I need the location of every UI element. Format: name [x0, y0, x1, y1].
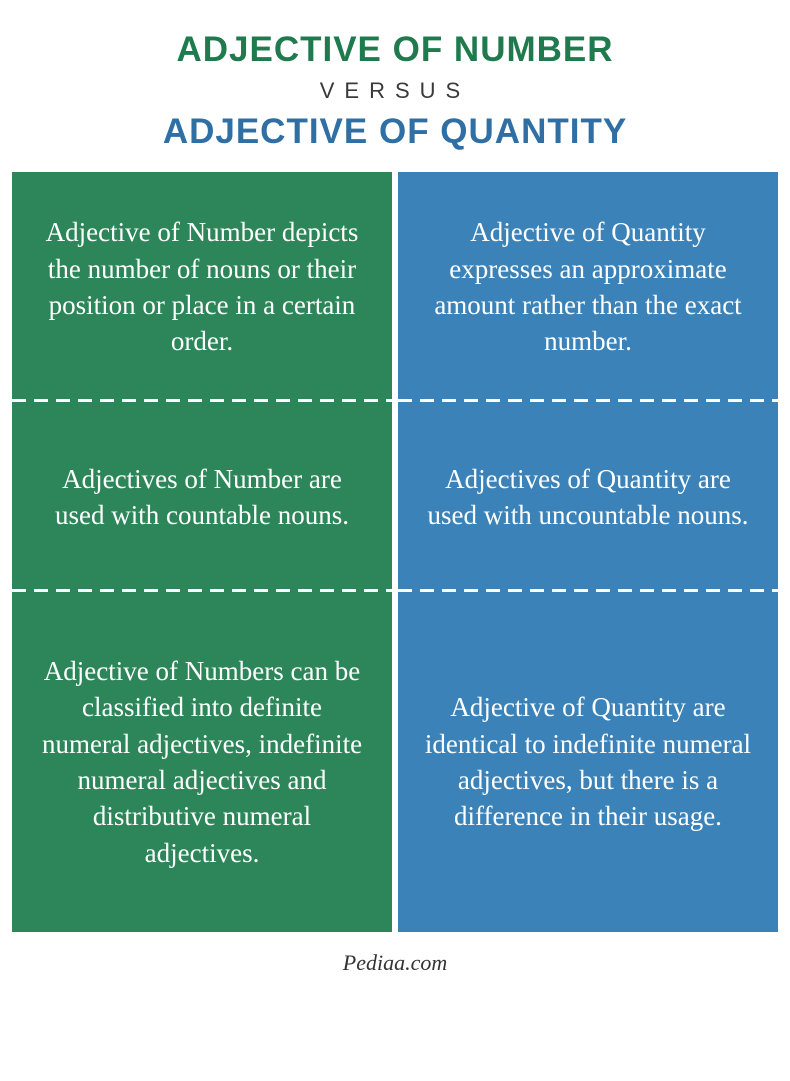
header: ADJECTIVE OF NUMBER VERSUS ADJECTIVE OF …	[0, 0, 790, 172]
title-quantity: ADJECTIVE OF QUANTITY	[20, 112, 770, 152]
cell-right-3: Adjective of Quantity are identical to i…	[398, 592, 778, 932]
footer-credit: Pediaa.com	[0, 932, 790, 976]
cell-left-2: Adjectives of Number are used with count…	[12, 402, 392, 592]
cell-right-1: Adjective of Quantity expresses an appro…	[398, 172, 778, 402]
cell-left-3: Adjective of Numbers can be classified i…	[12, 592, 392, 932]
cell-left-1: Adjective of Number depicts the number o…	[12, 172, 392, 402]
cell-right-2: Adjectives of Quantity are used with unc…	[398, 402, 778, 592]
comparison-grid: Adjective of Number depicts the number o…	[0, 172, 790, 932]
versus-label: VERSUS	[20, 78, 770, 104]
title-number: ADJECTIVE OF NUMBER	[20, 30, 770, 70]
